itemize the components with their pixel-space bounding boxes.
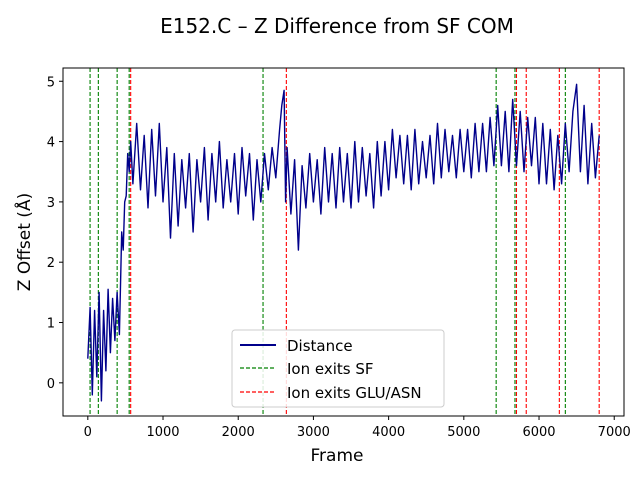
series-line-distance	[87, 83, 600, 402]
x-axis-label: Frame	[311, 446, 364, 466]
x-tick-label: 7000	[598, 425, 631, 440]
y-tick-label: 0	[47, 377, 55, 392]
x-axis-ticks: 0 1000 2000 3000 4000 5000 6000 7000	[84, 416, 631, 440]
plot-frame	[62, 67, 625, 417]
y-tick-label: 3	[47, 196, 55, 211]
y-axis-ticks: 0 1 2 3 4 5	[47, 75, 63, 392]
y-axis-label: Z Offset (Å)	[13, 193, 35, 291]
x-tick-label: 0	[84, 425, 92, 440]
legend-label-ion-exits-sf: Ion exits SF	[287, 360, 374, 378]
x-tick-label: 3000	[297, 425, 330, 440]
y-tick-label: 4	[47, 136, 55, 151]
x-tick-label: 5000	[447, 425, 480, 440]
legend-label-distance: Distance	[287, 337, 353, 355]
x-tick-label: 6000	[522, 425, 555, 440]
x-tick-label: 4000	[372, 425, 405, 440]
chart-title: E152.C – Z Difference from SF COM	[160, 14, 514, 38]
x-tick-label: 2000	[222, 425, 255, 440]
y-tick-label: 1	[47, 317, 55, 332]
y-tick-label: 2	[47, 256, 55, 271]
legend: Distance Ion exits SF Ion exits GLU/ASN	[231, 329, 445, 408]
y-tick-label: 5	[47, 75, 55, 90]
legend-label-ion-exits-glu-asn: Ion exits GLU/ASN	[287, 384, 422, 402]
series-group	[87, 83, 600, 402]
x-tick-label: 1000	[146, 425, 179, 440]
legend-box	[231, 329, 445, 408]
